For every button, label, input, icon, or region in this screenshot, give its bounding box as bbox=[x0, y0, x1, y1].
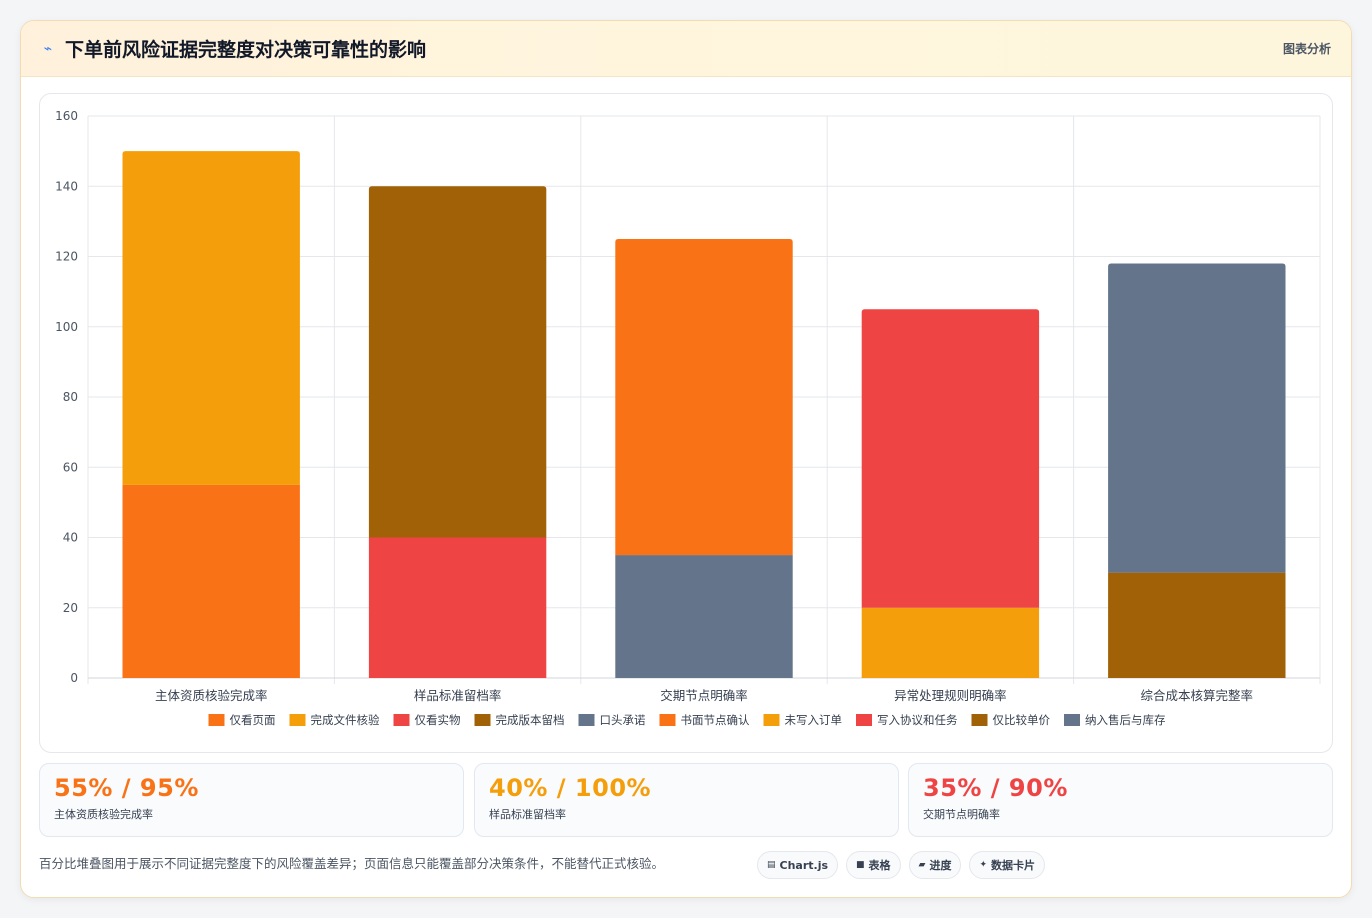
legend-swatch bbox=[856, 714, 872, 726]
pill-label: 表格 bbox=[868, 859, 891, 872]
legend-swatch bbox=[659, 714, 676, 726]
y-tick-label: 60 bbox=[63, 460, 78, 474]
bar-segment bbox=[368, 537, 547, 678]
bar-segment bbox=[615, 555, 793, 678]
x-tick-label: 综合成本核算完整率 bbox=[1141, 688, 1254, 703]
legend-label: 口头承诺 bbox=[600, 713, 646, 727]
chart-card: ⌁ 下单前风险证据完整度对决策可靠性的影响 图表分析 0 20 40 60 80 100 1… bbox=[20, 20, 1352, 898]
kpi-value: 55% / 95% bbox=[54, 774, 199, 802]
y-tick-label: 140 bbox=[55, 179, 78, 193]
legend-swatch bbox=[763, 714, 780, 726]
pill-table[interactable]: ■ 表格 bbox=[846, 851, 901, 879]
chart-icon: ▤ bbox=[767, 860, 776, 870]
legend-label: 未写入订单 bbox=[785, 713, 843, 727]
x-tick-label: 样品标准留档率 bbox=[414, 688, 502, 703]
legend-swatch bbox=[1064, 714, 1080, 726]
legend-swatch bbox=[289, 714, 306, 726]
bar-segment bbox=[861, 309, 1040, 608]
pill-label: 进度 bbox=[929, 859, 952, 872]
legend-label: 纳入售后与库存 bbox=[1085, 713, 1166, 727]
legend-label: 仅看实物 bbox=[415, 713, 461, 727]
kpi-label: 交期节点明确率 bbox=[923, 808, 1000, 821]
bar-segment bbox=[368, 186, 547, 538]
card-title: ⌁ 下单前风险证据完整度对决策可靠性的影响 bbox=[41, 35, 426, 62]
kpi-card-1: 40% / 100% 样品标准留档率 bbox=[474, 763, 899, 837]
pill-chartjs[interactable]: ▤ Chart.js bbox=[757, 851, 839, 879]
y-tick-label: 0 bbox=[70, 671, 78, 685]
legend-swatch bbox=[474, 714, 491, 726]
bar-segment bbox=[122, 484, 300, 678]
tool-pills: ▤ Chart.js ■ 表格 ▰ 进度 ✦ 数据卡片 bbox=[757, 851, 1046, 879]
y-tick-label: 40 bbox=[63, 531, 78, 545]
legend-swatch bbox=[971, 714, 988, 726]
card-header: ⌁ 下单前风险证据完整度对决策可靠性的影响 图表分析 bbox=[21, 21, 1351, 77]
chart-container: 0 20 40 60 80 100 120 140 160 主体资质核验完成率 样品标准留档率 交期节… bbox=[39, 93, 1333, 753]
kpi-label: 主体资质核验完成率 bbox=[54, 808, 153, 821]
x-tick-label: 主体资质核验完成率 bbox=[155, 688, 268, 703]
sparkle-icon: ✦ bbox=[979, 860, 988, 870]
page-title: 下单前风险证据完整度对决策可靠性的影响 bbox=[65, 39, 427, 61]
progress-icon: ▰ bbox=[918, 860, 926, 870]
legend-label: 书面节点确认 bbox=[681, 713, 750, 727]
chart-analysis-link[interactable]: 图表分析 bbox=[1282, 42, 1331, 56]
kpi-value: 35% / 90% bbox=[923, 774, 1068, 802]
kpi-label: 样品标准留档率 bbox=[489, 808, 566, 821]
y-tick-label: 20 bbox=[63, 601, 78, 615]
y-tick-label: 100 bbox=[55, 320, 78, 334]
bar-segment bbox=[122, 151, 300, 485]
y-tick-label: 80 bbox=[63, 390, 78, 404]
legend-swatch bbox=[208, 714, 225, 726]
legend-swatch bbox=[393, 714, 410, 726]
stacked-bar-chart: 0 20 40 60 80 100 120 140 160 主体资质核验完成率 样品标准留档率 交期节… bbox=[55, 109, 1321, 727]
pill-label: 数据卡片 bbox=[991, 859, 1036, 872]
legend-swatch bbox=[578, 714, 595, 726]
bolt-icon: ⌁ bbox=[43, 40, 53, 57]
y-tick-label: 120 bbox=[55, 250, 78, 264]
legend-label: 写入协议和任务 bbox=[877, 713, 958, 727]
kpi-card-2: 35% / 90% 交期节点明确率 bbox=[908, 763, 1333, 837]
kpi-card-0: 55% / 95% 主体资质核验完成率 bbox=[39, 763, 464, 837]
kpi-value: 40% / 100% bbox=[489, 774, 652, 802]
y-tick-label: 160 bbox=[55, 109, 78, 123]
kpi-row: 55% / 95% 主体资质核验完成率 40% / 100% 样品标准留档率 3… bbox=[39, 763, 1333, 837]
legend-label: 完成文件核验 bbox=[311, 713, 380, 727]
bar-segment bbox=[861, 607, 1040, 678]
legend-label: 仅比较单价 bbox=[993, 713, 1051, 727]
x-tick-label: 异常处理规则明确率 bbox=[894, 688, 1007, 703]
pill-progress[interactable]: ▰ 进度 bbox=[908, 851, 962, 879]
bar-segment bbox=[615, 238, 793, 556]
pill-label: Chart.js bbox=[779, 858, 829, 872]
table-icon: ■ bbox=[856, 860, 865, 870]
bar-segment bbox=[1108, 572, 1286, 678]
footer-note: 百分比堆叠图用于展示不同证据完整度下的风险覆盖差异；页面信息只能覆盖部分决策条件… bbox=[39, 856, 665, 871]
x-tick-label: 交期节点明确率 bbox=[660, 688, 748, 703]
bar-segment bbox=[1108, 263, 1286, 573]
pill-data-cards[interactable]: ✦ 数据卡片 bbox=[969, 851, 1046, 879]
legend-label: 仅看页面 bbox=[230, 713, 276, 727]
legend-label: 完成版本留档 bbox=[496, 713, 565, 727]
